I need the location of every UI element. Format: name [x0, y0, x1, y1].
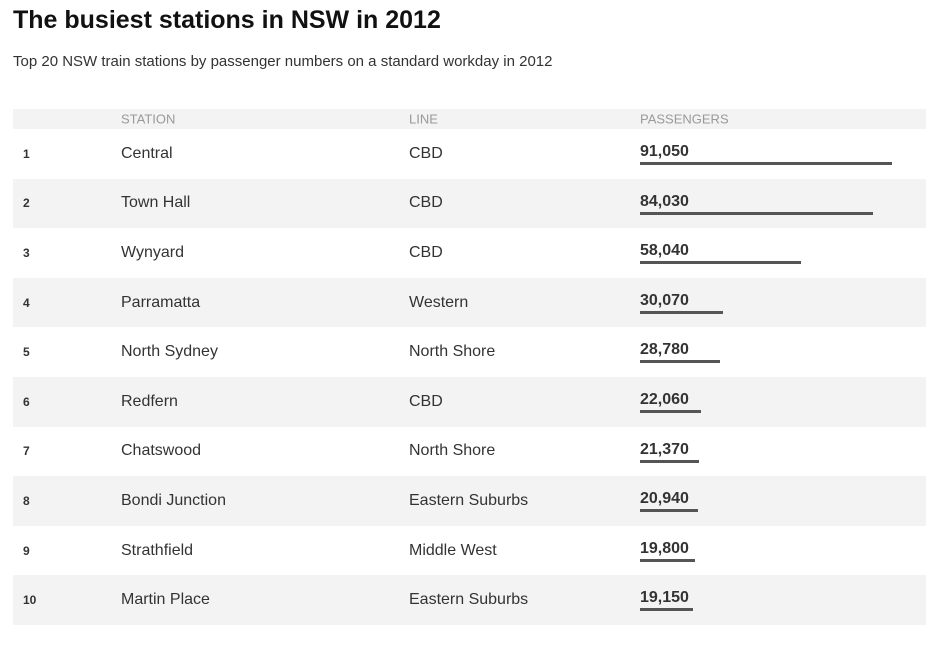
- line: CBD: [409, 392, 443, 410]
- line: North Shore: [409, 343, 496, 361]
- passengers: 91,050: [640, 143, 689, 160]
- passengers: 20,940: [640, 490, 689, 508]
- title: The busiest stations in NSW in 2012: [13, 6, 441, 34]
- table-row: 3 Wynyard CBD 58,040: [13, 228, 926, 278]
- passenger-bar: [640, 608, 693, 612]
- rank: 5: [23, 345, 30, 360]
- passenger-bar: [640, 558, 695, 562]
- passenger-bar: [640, 211, 873, 215]
- passengers: 22,060: [640, 390, 689, 408]
- header-row: STATION LINE PASSENGERS: [13, 109, 926, 129]
- subtitle: Top 20 NSW train stations by passenger n…: [13, 53, 553, 70]
- rank: 1: [23, 146, 30, 161]
- station: Redfern: [121, 392, 178, 410]
- line: CBD: [409, 243, 443, 261]
- passengers: 28,780: [640, 341, 689, 359]
- station: North Sydney: [121, 343, 218, 361]
- table-row: 10 Martin Place Eastern Suburbs 19,150: [13, 575, 926, 625]
- passenger-bar: [640, 162, 892, 165]
- table-row: 9 Strathfield Middle West 19,800: [13, 526, 926, 576]
- line: Eastern Suburbs: [409, 491, 529, 509]
- passengers: 30,070: [640, 291, 689, 309]
- column-header: LINE: [409, 111, 438, 127]
- passengers: 84,030: [640, 192, 689, 210]
- line: CBD: [409, 194, 443, 212]
- passenger-bar: [640, 509, 698, 513]
- passengers: 19,800: [640, 539, 689, 557]
- station: Martin Place: [121, 591, 210, 609]
- station: Central: [121, 144, 173, 162]
- passenger-bar: [640, 409, 702, 413]
- rank: 7: [23, 444, 30, 459]
- rank: 9: [23, 543, 30, 558]
- table-row: 5 North Sydney North Shore 28,780: [13, 327, 926, 377]
- station: Bondi Junction: [121, 491, 226, 509]
- passengers: 58,040: [640, 242, 689, 260]
- table-row: 6 Redfern CBD 22,060: [13, 376, 926, 427]
- rank: 8: [23, 493, 30, 508]
- station: Strathfield: [121, 541, 194, 559]
- passenger-bar: [640, 310, 724, 314]
- passenger-bar: [640, 459, 700, 463]
- table-row: 4 Parramatta Western 30,070: [13, 277, 926, 328]
- passenger-bar: [640, 360, 720, 364]
- column-header: PASSENGERS: [640, 111, 729, 127]
- line: Western: [409, 293, 469, 311]
- station: Town Hall: [121, 194, 191, 212]
- table: STATION LINE PASSENGERS 1 Central CBD 91,050 2 T…: [13, 109, 926, 625]
- line: CBD: [409, 144, 443, 162]
- passengers: 19,150: [640, 589, 689, 607]
- rank: 6: [23, 394, 30, 409]
- passengers: 21,370: [640, 440, 689, 458]
- line: Middle West: [409, 541, 497, 559]
- rank: 10: [23, 593, 37, 608]
- line: North Shore: [409, 442, 496, 460]
- table-row: 8 Bondi Junction Eastern Suburbs 20,940: [13, 476, 926, 526]
- station: Wynyard: [121, 243, 184, 261]
- rank: 3: [23, 245, 30, 260]
- passenger-bar: [640, 261, 801, 265]
- station: Chatswood: [121, 442, 202, 460]
- station: Parramatta: [121, 293, 201, 311]
- line: Eastern Suburbs: [409, 591, 529, 609]
- table-row: 1 Central CBD 91,050: [13, 129, 926, 179]
- column-header: STATION: [121, 111, 176, 127]
- table-row: 7 Chatswood North Shore 21,370: [13, 427, 926, 477]
- rank: 2: [23, 196, 30, 211]
- rank: 4: [23, 295, 30, 310]
- table-row: 2 Town Hall CBD 84,030: [13, 178, 926, 229]
